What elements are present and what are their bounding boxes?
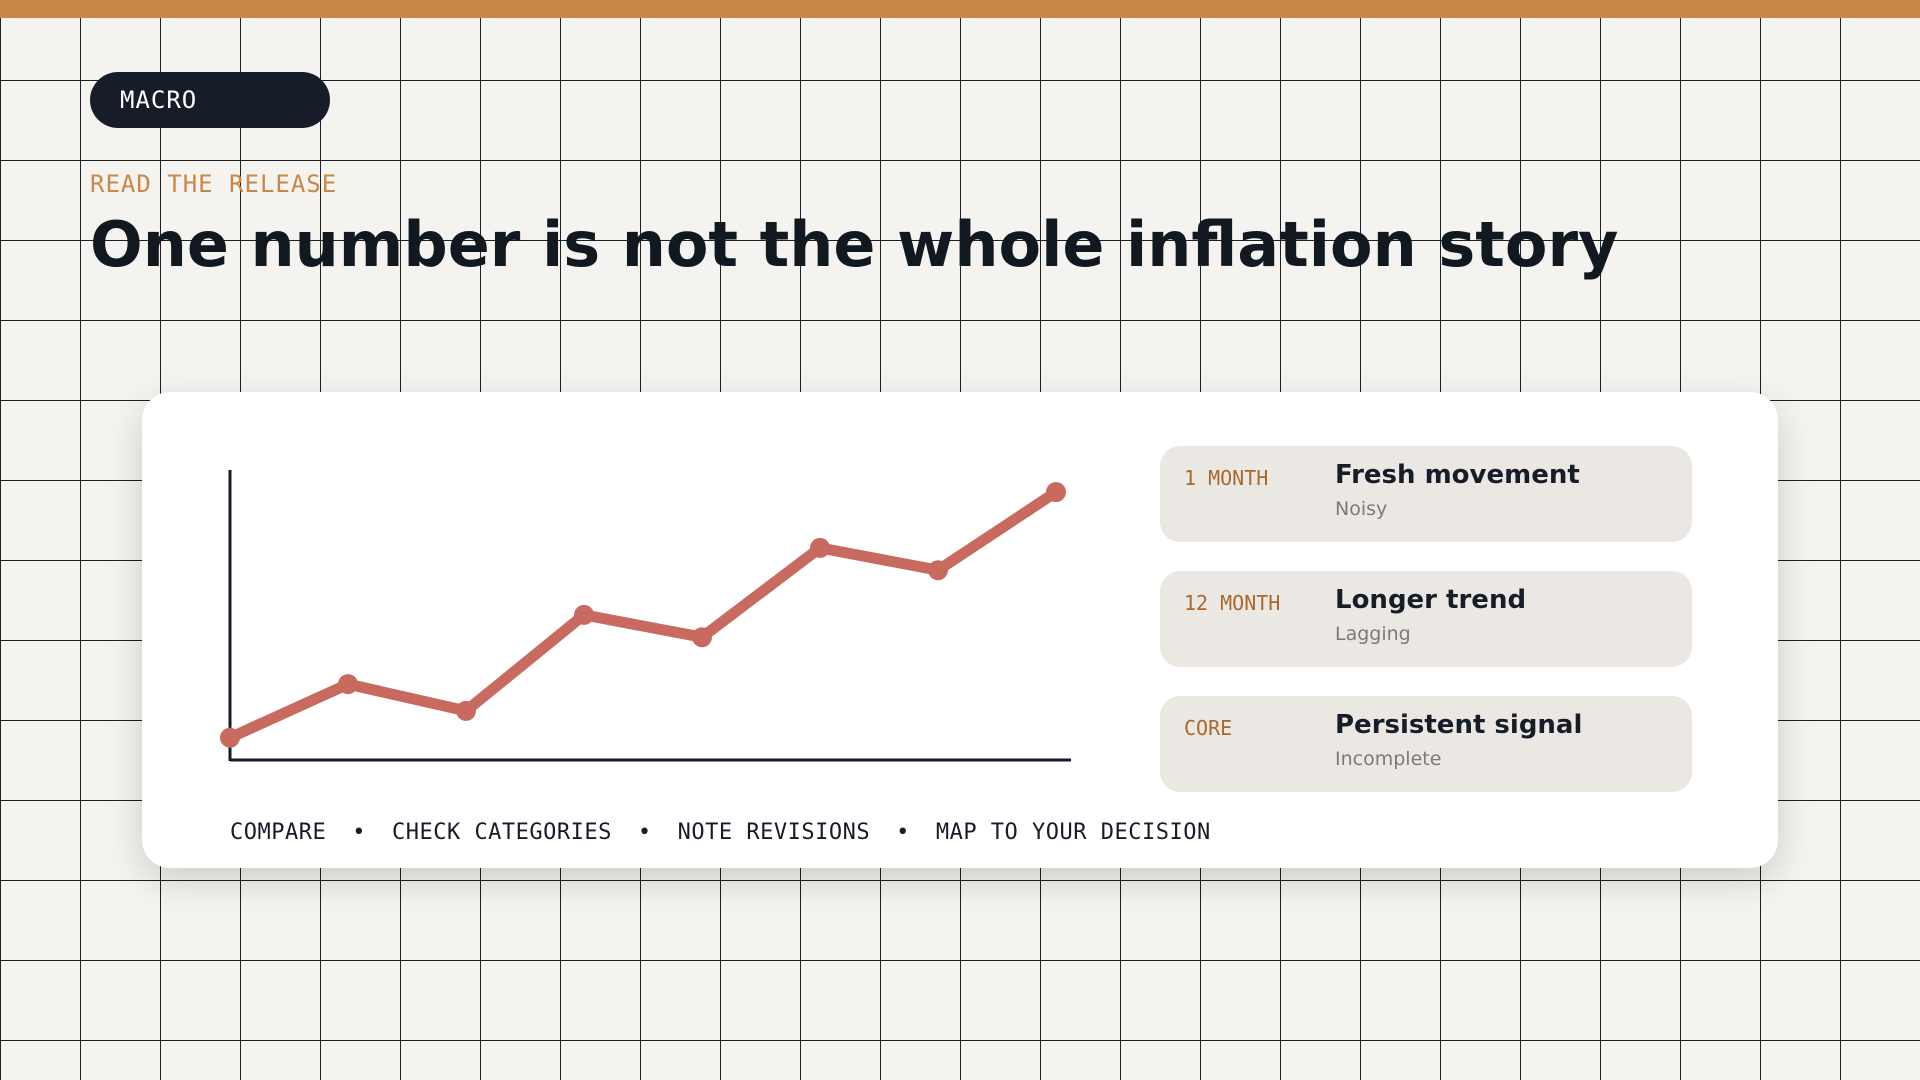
metric-headline: Persistent signal	[1335, 710, 1583, 740]
metric-note: Incomplete	[1335, 748, 1442, 770]
metric-list: 1 MONTH Fresh movement Noisy 12 MONTH Lo…	[1160, 446, 1692, 821]
process-steps: COMPARE • CHECK CATEGORIES • NOTE REVISI…	[230, 820, 1211, 845]
step-separator: •	[637, 820, 652, 845]
step-map-to-decision: MAP TO YOUR DECISION	[935, 820, 1211, 845]
metric-note: Lagging	[1335, 623, 1411, 645]
metric-row-1-month: 1 MONTH Fresh movement Noisy	[1160, 446, 1692, 542]
metric-headline: Fresh movement	[1335, 460, 1580, 490]
data-point-6	[810, 537, 830, 558]
step-compare: COMPARE	[230, 820, 327, 845]
data-point-8	[1046, 482, 1066, 503]
step-note-revisions: NOTE REVISIONS	[677, 820, 871, 845]
content-card: 1 MONTH Fresh movement Noisy 12 MONTH Lo…	[142, 392, 1778, 868]
metric-key: CORE	[1184, 716, 1233, 740]
metric-row-core: CORE Persistent signal Incomplete	[1160, 696, 1692, 792]
top-accent-bar	[0, 0, 1920, 18]
series-points	[220, 482, 1066, 748]
step-check-categories: CHECK CATEGORIES	[391, 820, 612, 845]
metric-note: Noisy	[1335, 498, 1388, 520]
category-badge: MACRO	[90, 72, 330, 128]
data-point-3	[456, 700, 476, 721]
data-point-5	[692, 627, 712, 648]
metric-key: 12 MONTH	[1184, 591, 1281, 615]
page-title: One number is not the whole inflation st…	[90, 208, 1619, 281]
step-separator: •	[896, 820, 910, 845]
eyebrow-label: READ THE RELEASE	[90, 170, 338, 198]
data-point-1	[220, 727, 240, 748]
step-separator: •	[352, 820, 366, 845]
data-point-7	[928, 560, 948, 581]
data-point-2	[338, 674, 358, 695]
line-chart	[220, 470, 1071, 762]
metric-row-12-month: 12 MONTH Longer trend Lagging	[1160, 571, 1692, 667]
category-badge-label: MACRO	[120, 86, 198, 114]
data-point-4	[574, 604, 594, 625]
metric-key: 1 MONTH	[1184, 466, 1269, 490]
series-line	[224, 486, 1062, 744]
metric-headline: Longer trend	[1335, 585, 1527, 615]
